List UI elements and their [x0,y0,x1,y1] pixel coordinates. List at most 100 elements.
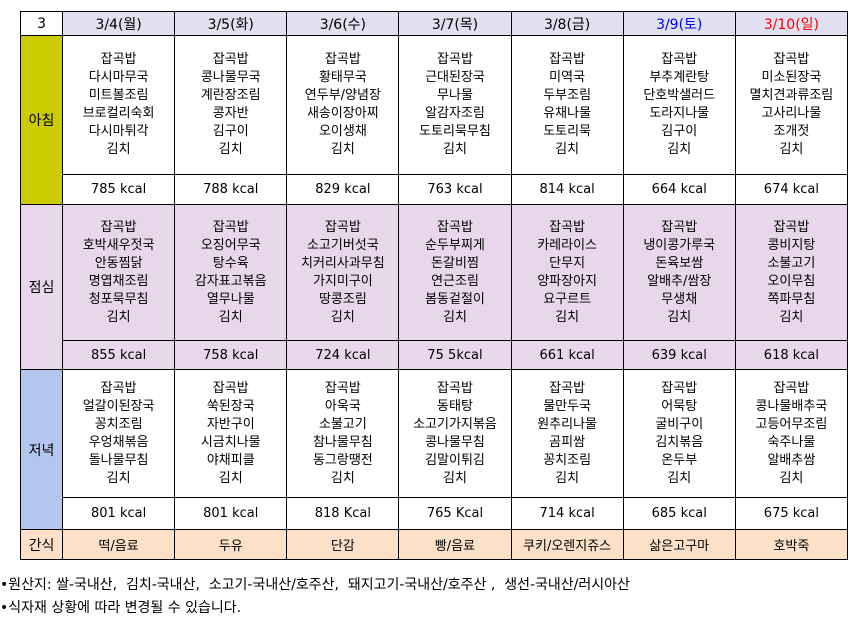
menu-item: 김치 [218,309,243,325]
menu-item: 멸치견과류조림 [749,88,834,103]
meal-label: 저녁 [19,369,64,530]
menu-item: 탕수육 [212,255,249,271]
meal-row-b: 아침 잡곡밥 다시마무국 미트볼조림 브로컬리숙회 다시마튀각 김치 잡곡밥 콩나물무국 계란장조… [19,35,849,205]
menu-item: 잡곡밥 [549,219,586,235]
menu-item: 김치 [555,309,580,325]
kcal-cell: 829 kcal [286,174,400,205]
menu-item: 김치 [443,309,467,325]
menu-item: 잡곡밥 [773,380,810,396]
menu-item: 브로컬리숙회 [82,106,155,121]
menu-cell: 잡곡밥 동태탕 소고기가지볶음 콩나물무침 김말이튀김 김치 [398,369,512,498]
menu-item: 알감자조림 [425,106,485,121]
meal-row-l: 점심 잡곡밥 호박새우젓국 안동찜닭 명엽채조림 청포묵무침 김치 잡곡밥 오징어무국 탕수육 감자… [19,204,849,370]
kcal-cell: 763 kcal [398,174,512,205]
menu-cell: 잡곡밥 냉이콩가루국 돈육보쌈 알배추/쌈장 무생채 김치 [622,204,736,341]
menu-cell: 잡곡밥 소고기버섯국 치커리사과무침 가지미구이 땅콩조림 김치 [286,204,400,341]
menu-item: 고등어무조림 [755,416,828,432]
menu-item: 잡곡밥 [661,219,698,235]
menu-item: 잡곡밥 [549,52,586,67]
kcal-row: 785 kcal 788 kcal 829 kcal 763 kcal 814 kcal… [21,174,849,205]
menu-item: 명엽채조림 [88,273,149,289]
menu-item: 콩비지탕 [767,237,816,253]
menu-item: 단호박샐러드 [643,88,716,103]
menu-item: 잡곡밥 [549,380,586,396]
kcal-cell: 785 kcal [62,174,176,205]
menu-item: 김치 [667,470,692,486]
menu-cell: 잡곡밥 미역국 두부조림 유채나물 도토리묵 김치 [510,35,624,175]
menu-item: 김치 [667,309,692,325]
weekly-meal-table: 3 3/4(월) 3/5(화) 3/6(수) 3/7(목) 3/8(금) 3/9(토) 3/1… [19,11,849,560]
menu-cell: 잡곡밥 근대된장국 무나물 알감자조림 도토리묵무침 김치 [398,35,512,175]
menu-item: 부추계란탕 [649,70,710,85]
menu-item: 가지미구이 [312,273,373,289]
kcal-cell: 818 Kcal [286,497,400,530]
menu-item: 치커리사과무침 [300,255,385,271]
menu-item: 김치 [555,142,580,157]
menu-item: 콩나물배추국 [755,398,828,414]
menu-item: 연두부/양념장 [304,88,381,103]
snack-cell: 단감 [286,529,400,560]
menu-item: 곰피쌈 [549,434,586,450]
day-header: 3/9(토) [622,11,736,36]
menu-cell: 잡곡밥 쑥된장국 자반구이 시금치나물 야채피클 김치 [174,369,288,498]
menu-item: 새송이장아찌 [306,106,379,121]
menu-item: 원추리나물 [537,416,598,432]
menu-item: 잡곡밥 [212,219,249,235]
menu-item: 알배추쌈 [767,452,816,468]
menu-cell: 잡곡밥 얼갈이된장국 꽁치조림 우엉채볶음 돌나물무침 김치 [62,369,176,498]
menu-item: 아욱국 [324,398,361,414]
menu-item: 온두부 [661,452,698,468]
kcal-cell: 75 5kcal [398,340,512,370]
menu-item: 돈육보쌈 [655,255,704,271]
kcal-row: 801 kcal 801 kcal 818 Kcal 765 Kcal 714 kcal… [21,497,849,530]
kcal-cell: 618 kcal [734,340,849,370]
menu-item: 김치 [443,470,467,486]
menu-item: 근대된장국 [425,70,485,85]
menu-item: 잡곡밥 [773,219,810,235]
kcal-row: 855 kcal 758 kcal 724 kcal 75 5kcal 661 kcal… [21,340,849,370]
menu-item: 미트볼조림 [88,88,149,103]
menu-item: 잡곡밥 [773,52,810,67]
menu-item: 카레라이스 [537,237,598,253]
menu-cell: 잡곡밥 어묵탕 굴비구이 김치볶음 온두부 김치 [622,369,736,498]
kcal-cell: 814 kcal [510,174,624,205]
menu-cell: 잡곡밥 순두부찌게 돈갈비찜 연근조림 봄동겉절이 김치 [398,204,512,341]
day-header: 3/8(금) [510,11,624,36]
menu-item: 김치 [667,142,692,157]
kcal-cell: 639 kcal [622,340,736,370]
menu-item: 잡곡밥 [437,380,473,396]
menu-item: 김치 [330,470,355,486]
menu-item: 소불고기 [318,416,367,432]
menu-item: 유채나물 [543,106,592,121]
menu-item: 고사리나물 [761,106,822,121]
menu-item: 땅콩조림 [318,291,367,307]
menu-item: 감자표고볶음 [194,273,267,289]
menu-cell: 잡곡밥 아욱국 소불고기 참나물무침 동그랑땡전 김치 [286,369,400,498]
day-header: 3/6(수) [286,11,400,36]
menu-item: 얼갈이된장국 [82,398,155,414]
menu-item: 야채피클 [206,452,255,468]
kcal-cell: 724 kcal [286,340,400,370]
menu-item: 다시마튀각 [88,124,149,139]
kcal-cell: 788 kcal [174,174,288,205]
menu-item: 잡곡밥 [324,52,361,67]
menu-item: 소불고기 [767,255,816,271]
kcal-cell: 758 kcal [174,340,288,370]
menu-item: 계란장조림 [200,88,261,103]
menu-item: 봄동겉절이 [425,291,485,307]
meal-label: 아침 [19,35,64,205]
snack-label: 간식 [19,529,64,560]
menu-item: 물만두국 [543,398,592,414]
menu-item: 우엉채볶음 [88,434,149,450]
day-header: 3/4(월) [62,11,176,36]
month-cell: 3 [19,11,64,36]
meal-row-d: 저녁 잡곡밥 얼갈이된장국 꽁치조림 우엉채볶음 돌나물무침 김치 잡곡밥 쑥된장국 자반구이 시금… [19,369,849,530]
snack-cell: 쿠키/오렌지쥬스 [510,529,624,560]
menu-item: 동그랑땡전 [312,452,373,468]
kcal-cell: 674 kcal [734,174,849,205]
menu-item: 양파장아지 [537,273,598,289]
menu-item: 잡곡밥 [324,380,361,396]
kcal-cell: 664 kcal [622,174,736,205]
menu-item: 김구이 [212,124,249,139]
menu-cell: 잡곡밥 콩나물무국 계란장조림 콩자반 김구이 김치 [174,35,288,175]
